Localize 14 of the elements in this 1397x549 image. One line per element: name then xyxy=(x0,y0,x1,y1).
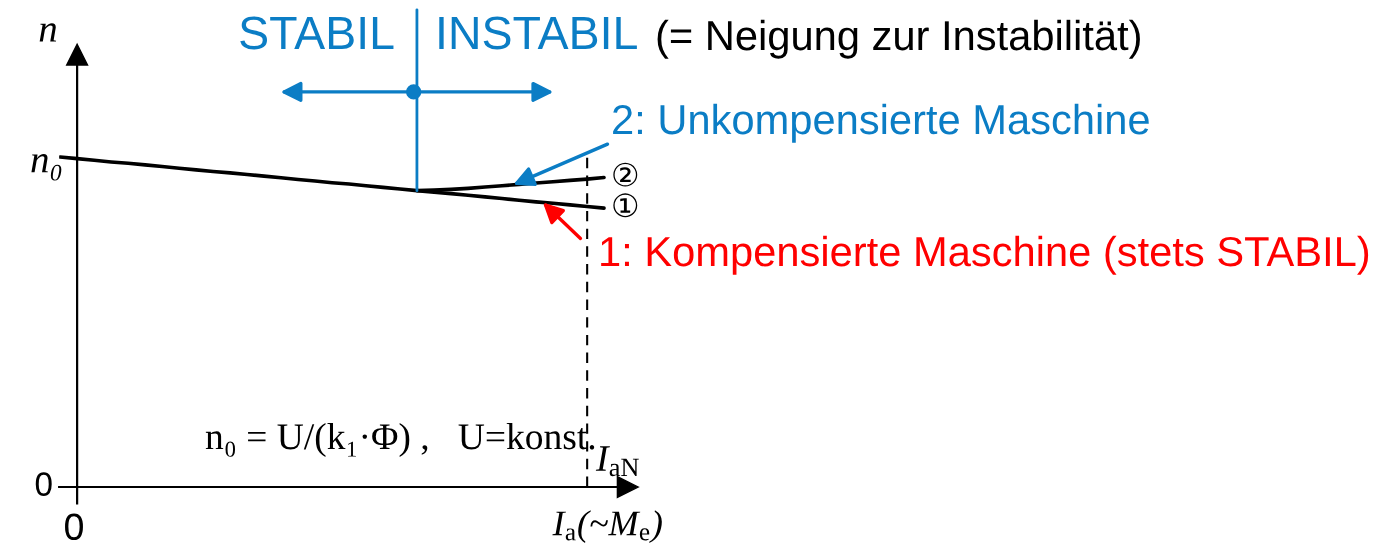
y-axis-title: n xyxy=(39,23,57,42)
annotation: n₀ xyxy=(31,154,62,181)
series-label: ① xyxy=(613,193,638,218)
annotation: 1: Kompensierte Maschine (stets STABIL) xyxy=(601,235,1369,275)
text: 0 xyxy=(35,472,52,496)
x-axis-title: I$_{a}$(~M$_{e}$) xyxy=(552,510,662,543)
text: INSTABIL xyxy=(439,16,637,50)
text: 0 xyxy=(65,513,83,541)
text: STABIL xyxy=(240,16,394,50)
text: (= Neigung zur Instabilität) xyxy=(657,19,1140,59)
text: 2: Unkompensierte Maschine xyxy=(613,103,1149,143)
series-label: ② xyxy=(613,162,638,187)
annotation: n₀ = U/(k₁·Φ) , U=konst. xyxy=(205,423,595,457)
annotation: I$_{aN}$ xyxy=(595,446,639,477)
